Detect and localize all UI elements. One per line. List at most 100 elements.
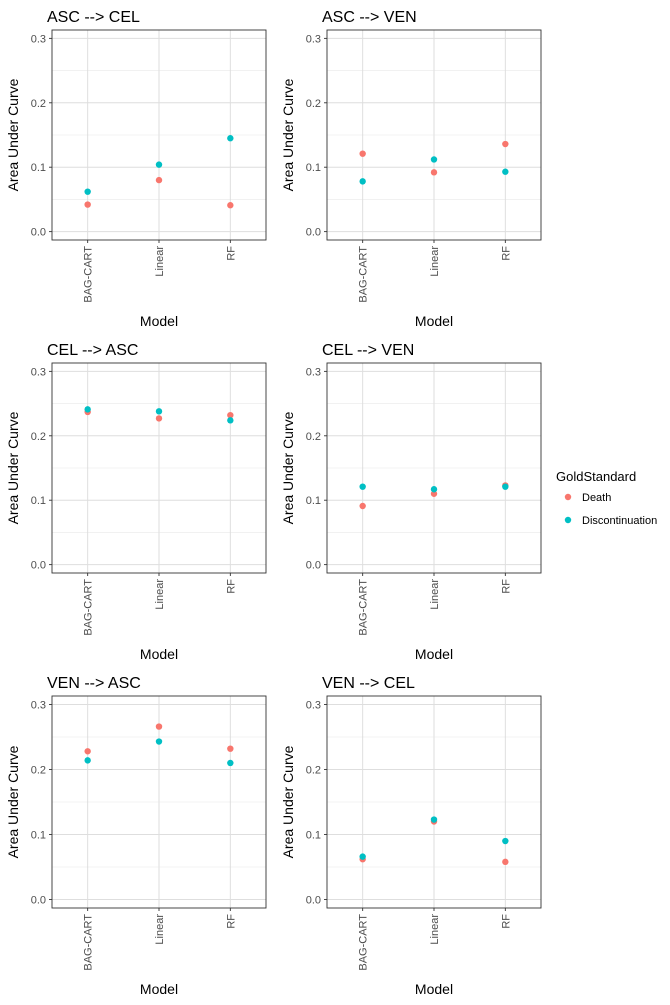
y-tick-label: 0.1 [31, 830, 46, 842]
x-tick-label: BAG-CART [83, 914, 95, 971]
y-tick-label: 0.3 [306, 699, 321, 711]
legend-label-discontinuation: Discontinuation [582, 515, 657, 527]
data-point-death [359, 150, 366, 157]
data-point-discontinuation [155, 408, 163, 415]
x-tick-label: RF [500, 914, 512, 929]
legend-title: GoldStandard [556, 469, 636, 484]
panel-title: CEL --> ASC [47, 342, 138, 359]
x-axis-label: Model [140, 313, 178, 329]
y-tick-label: 0.0 [31, 895, 46, 907]
y-tick-label: 0.2 [31, 98, 46, 110]
panel-title: VEN --> CEL [322, 675, 415, 692]
legend: GoldStandard Death Discontinuation [556, 469, 657, 527]
panel-5: 0.0 0.1 0.2 0.3 BAG-CART Linear RF VEN --> ASC M… [5, 675, 267, 997]
y-axis-label: Area Under Curve [5, 78, 21, 191]
x-tick-label: RF [500, 579, 512, 594]
y-axis-label: Area Under Curve [280, 78, 296, 191]
data-point-discontinuation [227, 135, 234, 142]
legend-label-death: Death [582, 492, 611, 504]
y-tick-label: 0.0 [31, 560, 46, 572]
x-axis-label: Model [415, 981, 453, 997]
x-tick-label: Linear [429, 579, 441, 610]
data-point-discontinuation [430, 156, 438, 163]
y-tick-label: 0.2 [306, 431, 321, 443]
data-point-discontinuation [502, 483, 509, 490]
data-point-discontinuation [359, 853, 366, 860]
data-point-death [155, 176, 163, 184]
data-point-death [155, 723, 163, 730]
y-tick-label: 0.1 [306, 830, 321, 842]
x-tick-label: Linear [429, 246, 441, 277]
data-point-discontinuation [359, 483, 366, 490]
y-tick-label: 0.3 [306, 366, 321, 378]
y-axis-label: Area Under Curve [5, 745, 21, 858]
y-tick-label: 0.2 [31, 764, 46, 776]
panel-title: CEL --> VEN [322, 342, 414, 359]
data-point-death [430, 169, 438, 176]
data-point-discontinuation [84, 188, 91, 195]
y-tick-label: 0.3 [306, 33, 321, 45]
y-tick-label: 0.1 [31, 162, 46, 174]
x-tick-label: RF [225, 579, 237, 594]
y-tick-label: 0.1 [306, 162, 321, 174]
data-point-discontinuation [502, 837, 509, 845]
x-tick-label: BAG-CART [83, 246, 95, 303]
x-tick-label: Linear [154, 246, 166, 277]
data-point-death [84, 201, 91, 208]
data-point-discontinuation [227, 417, 234, 424]
x-tick-label: BAG-CART [358, 579, 370, 636]
y-tick-label: 0.3 [31, 699, 46, 711]
data-point-death [359, 502, 366, 510]
x-tick-label: Linear [154, 579, 166, 610]
panel-6: 0.0 0.1 0.2 0.3 BAG-CART Linear RF VEN --> CEL M… [280, 675, 542, 997]
y-tick-label: 0.0 [306, 895, 321, 907]
panel-title: ASC --> CEL [47, 9, 140, 26]
y-tick-label: 0.0 [306, 560, 321, 572]
x-tick-label: Linear [154, 914, 166, 945]
y-tick-label: 0.1 [306, 495, 321, 507]
y-tick-label: 0.0 [31, 227, 46, 239]
data-point-discontinuation [84, 757, 91, 764]
panel-2: 0.0 0.1 0.2 0.3 BAG-CART Linear RF ASC --> VEN M… [280, 9, 542, 329]
x-tick-label: BAG-CART [83, 579, 95, 636]
panel-1: 0.0 0.1 0.2 0.3 BAG-CART Linear RF ASC --> CEL M… [5, 9, 267, 329]
legend-swatch-discontinuation [564, 516, 572, 524]
panel-title: VEN --> ASC [47, 675, 141, 692]
y-tick-label: 0.1 [31, 495, 46, 507]
y-axis-label: Area Under Curve [280, 411, 296, 524]
y-axis-label: Area Under Curve [280, 745, 296, 858]
x-tick-label: BAG-CART [358, 246, 370, 303]
data-point-death [227, 745, 234, 752]
data-point-discontinuation [155, 161, 163, 168]
x-tick-label: RF [225, 246, 237, 261]
data-point-discontinuation [155, 738, 163, 745]
data-point-death [227, 411, 234, 419]
x-axis-label: Model [415, 313, 453, 329]
x-axis-label: Model [140, 646, 178, 662]
y-tick-label: 0.3 [31, 33, 46, 45]
y-tick-label: 0.3 [31, 366, 46, 378]
data-point-death [502, 140, 509, 148]
y-tick-label: 0.2 [306, 98, 321, 110]
y-tick-label: 0.2 [31, 431, 46, 443]
x-axis-label: Model [415, 646, 453, 662]
x-axis-label: Model [140, 981, 178, 997]
data-point-death [155, 415, 163, 422]
x-tick-label: BAG-CART [358, 914, 370, 971]
panel-title: ASC --> VEN [322, 9, 417, 26]
data-point-discontinuation [430, 486, 438, 493]
data-point-death [430, 490, 438, 497]
legend-swatch-death [564, 493, 572, 501]
x-tick-label: RF [225, 914, 237, 929]
data-point-discontinuation [359, 178, 366, 185]
x-tick-label: RF [500, 246, 512, 261]
y-tick-label: 0.0 [306, 227, 321, 239]
data-point-discontinuation [430, 816, 438, 823]
panel-4: 0.0 0.1 0.2 0.3 BAG-CART Linear RF CEL --> VEN M… [280, 342, 542, 662]
y-axis-label: Area Under Curve [5, 411, 21, 524]
data-point-death [84, 748, 91, 755]
y-tick-label: 0.2 [306, 764, 321, 776]
data-point-death [227, 202, 234, 209]
